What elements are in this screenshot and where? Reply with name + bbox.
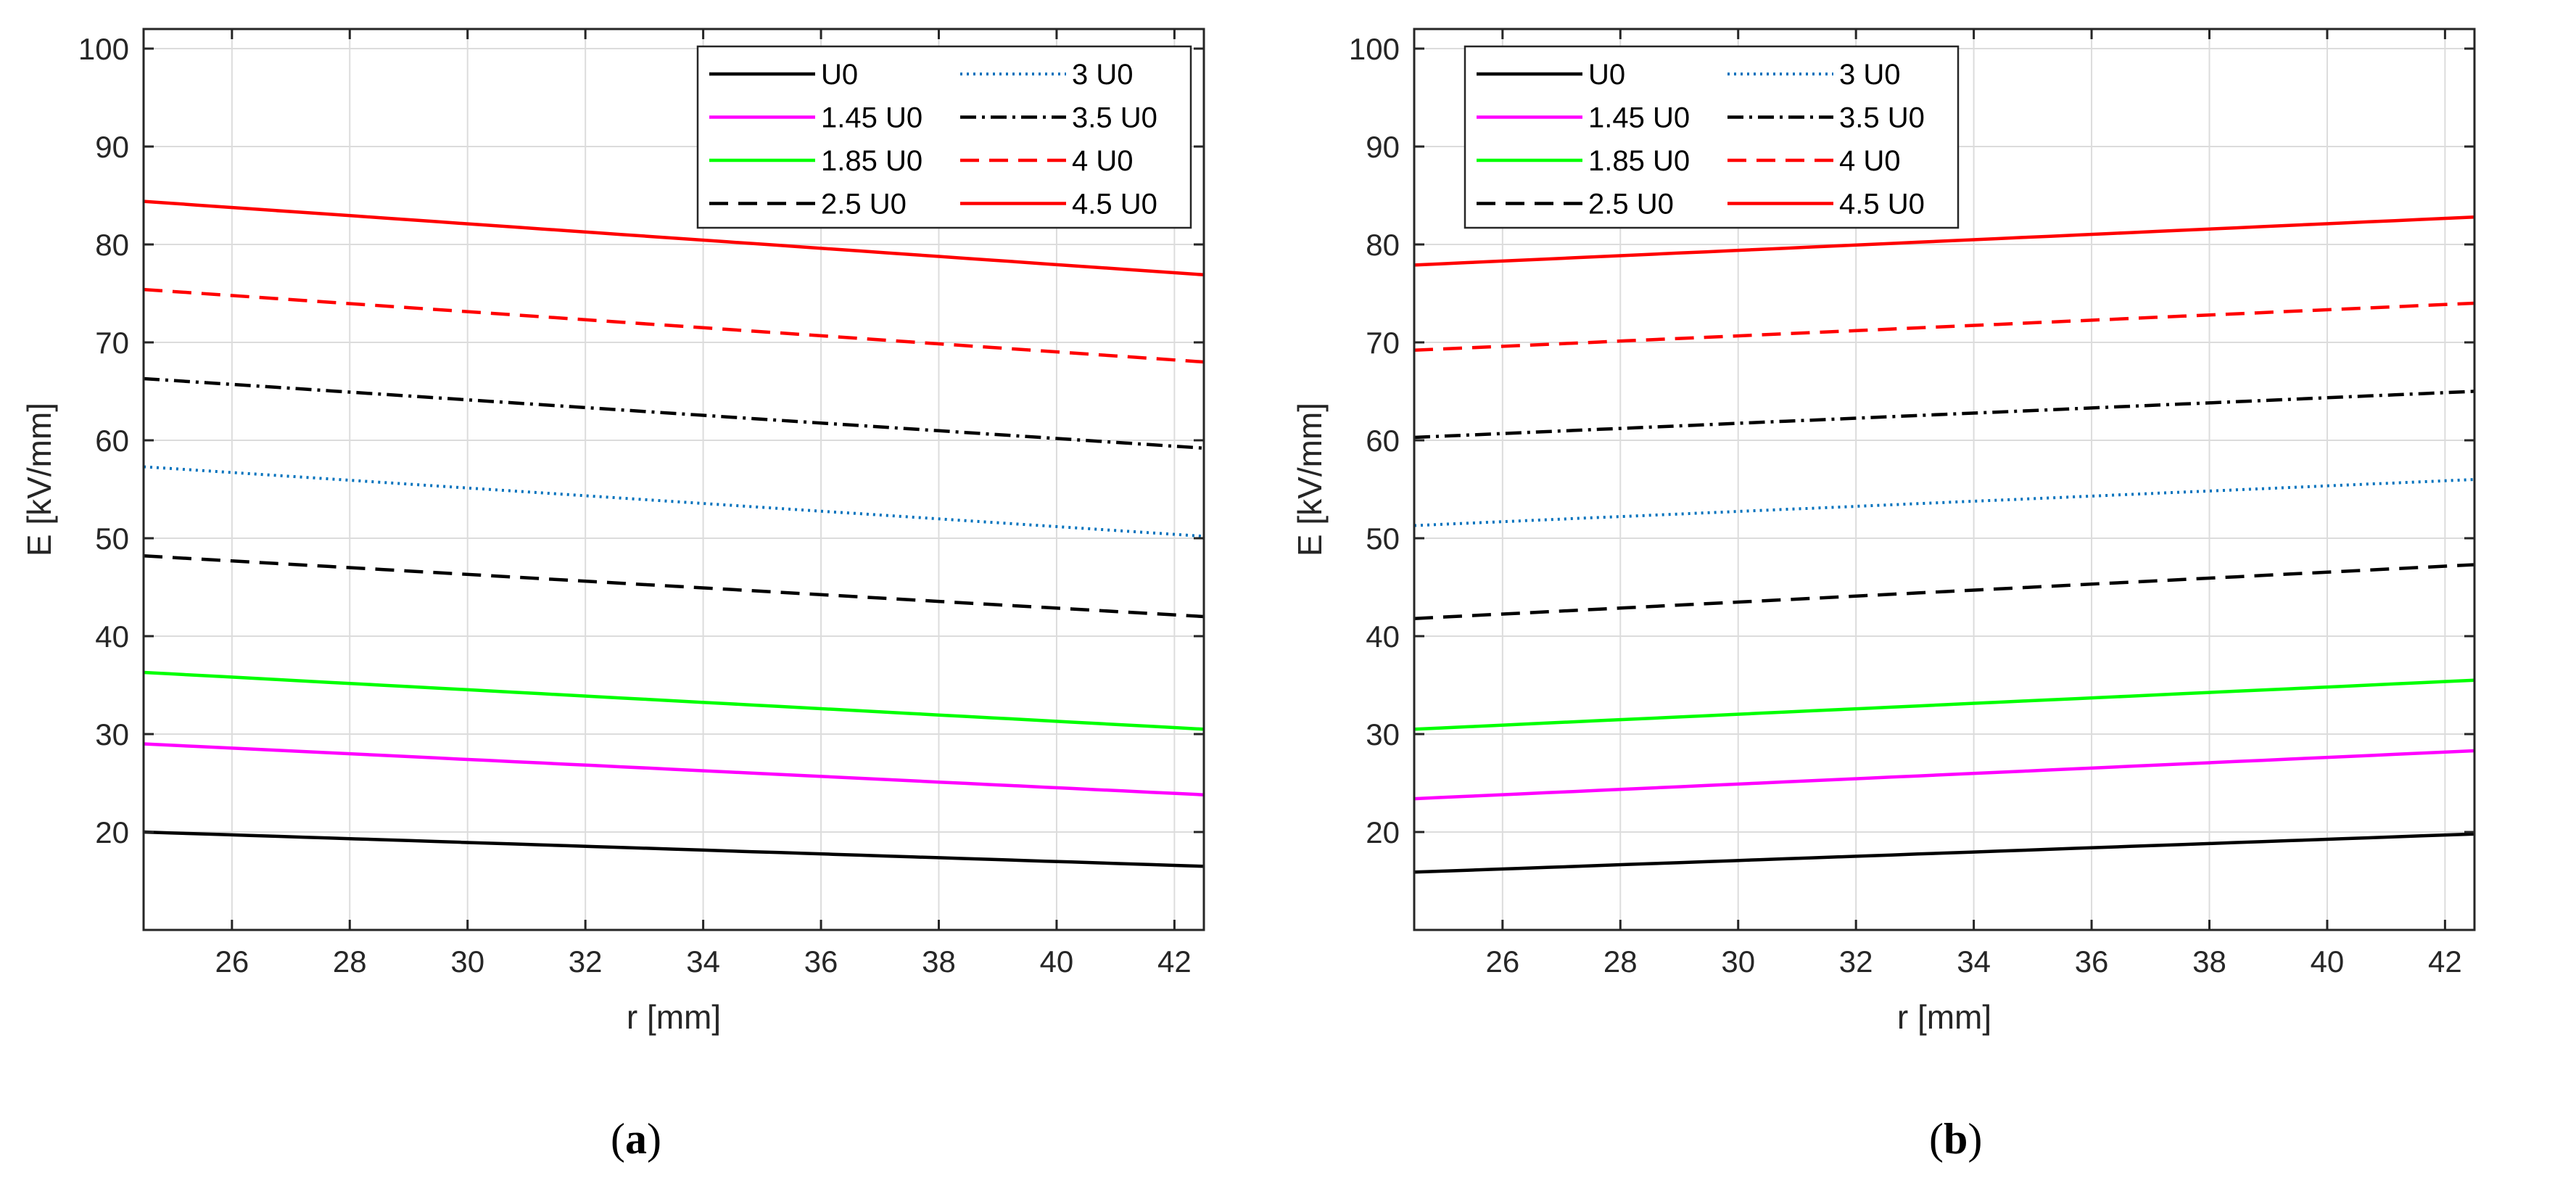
- x-tick-label: 34: [686, 944, 720, 979]
- series-line-2_5-U0: [1413, 563, 2475, 620]
- legend-entry-label: 2.5 U0: [821, 189, 907, 221]
- y-tick-label: 50: [95, 522, 129, 556]
- series-line-1_45-U0: [1413, 749, 2475, 801]
- legend-box: [696, 45, 1192, 229]
- y-tick-label: 80: [95, 228, 129, 262]
- legend-entry-label: U0: [1588, 59, 1625, 91]
- caption-letter: a: [625, 1115, 647, 1163]
- legend-entry-label: 4 U0: [1072, 145, 1134, 177]
- y-tick-label: 30: [1366, 717, 1400, 751]
- legend: U0 1.45 U0 1.85 U0 2.5 U0 3 U0 3.5 U0 4 U0 4.5 …: [696, 45, 1192, 229]
- x-tick-label: 28: [333, 944, 367, 979]
- axes-box: [1413, 28, 2476, 931]
- legend-entry-label: 3 U0: [1839, 59, 1901, 91]
- legend-entry-label: 1.85 U0: [1588, 145, 1690, 177]
- legend-entry-label: 1.85 U0: [821, 145, 922, 177]
- x-tick-label: 38: [922, 944, 956, 979]
- x-tick-label: 30: [450, 944, 484, 979]
- series-line-1_85-U0: [1413, 678, 2475, 731]
- legend-entry-label: 4 U0: [1839, 145, 1901, 177]
- x-tick-label: 28: [1603, 944, 1638, 979]
- axes-box: [142, 28, 1205, 931]
- legend-entry-label: 2.5 U0: [1588, 189, 1674, 221]
- x-tick-label: 40: [2311, 944, 2345, 979]
- y-tick-label: 80: [1366, 228, 1400, 262]
- series-line-3-U0: [1413, 478, 2475, 527]
- series-line-3_5-U0: [143, 376, 1205, 450]
- series-line-4_5-U0: [143, 199, 1205, 277]
- y-tick-label: 70: [1366, 326, 1400, 360]
- y-tick-label: 30: [95, 717, 129, 751]
- legend-entry-label: 1.45 U0: [821, 102, 922, 134]
- y-tick-label: 40: [1366, 619, 1400, 654]
- series-line-4-U0: [143, 287, 1205, 364]
- caption-letter: b: [1944, 1115, 1968, 1163]
- legend: U0 1.45 U0 1.85 U0 2.5 U0 3 U0 3.5 U0 4 U0 4.5 …: [1464, 45, 1960, 229]
- series-line-U0: [143, 830, 1205, 868]
- x-tick-label: 40: [1040, 944, 1074, 979]
- series-line-3_5-U0: [1413, 390, 2475, 440]
- y-tick-label: 40: [95, 619, 129, 654]
- legend-entry-label: U0: [821, 59, 858, 91]
- caption-close-paren: ): [1968, 1115, 1982, 1163]
- series-line-2_5-U0: [143, 554, 1205, 619]
- y-tick-label: 50: [1366, 522, 1400, 556]
- chart-panel-b: 26 28 30 32 34 36 38 40 42 20 30 40 50 60 70 80 90 100 r […: [1291, 28, 2476, 1163]
- series-line-1_45-U0: [143, 742, 1205, 796]
- series-line-U0: [1413, 832, 2475, 874]
- series-line-1_85-U0: [143, 670, 1205, 731]
- legend-entry-label: 3.5 U0: [1839, 102, 1925, 134]
- x-tick-label: 26: [215, 944, 249, 979]
- series-line-4_5-U0: [1413, 215, 2475, 267]
- legend-entry-label: 1.45 U0: [1588, 102, 1690, 134]
- x-tick-label: 38: [2192, 944, 2226, 979]
- series-line-4-U0: [1413, 301, 2475, 353]
- y-tick-label: 20: [95, 815, 129, 849]
- legend-entry-label: 3.5 U0: [1072, 102, 1157, 134]
- legend-entry-label: 4.5 U0: [1839, 189, 1925, 221]
- panel-caption: (a): [611, 1115, 661, 1163]
- series-line-3-U0: [143, 465, 1205, 538]
- x-tick-label: 34: [1957, 944, 1991, 979]
- y-tick-label: 90: [95, 130, 129, 164]
- x-tick-label: 32: [1839, 944, 1873, 979]
- x-tick-label: 42: [2428, 944, 2462, 979]
- x-axis-label: r [mm]: [627, 998, 721, 1036]
- y-tick-label: 90: [1366, 130, 1400, 164]
- legend-entry-label: 4.5 U0: [1072, 189, 1157, 221]
- chart-panel-a: 26 28 30 32 34 36 38 40 42 20 30 40 50 60 70 80 90 100 r […: [20, 28, 1205, 1163]
- y-tick-label: 60: [95, 424, 129, 458]
- y-tick-label: 100: [1349, 32, 1400, 66]
- caption-close-paren: ): [647, 1115, 661, 1163]
- y-axis-label: E [kV/mm]: [20, 403, 58, 556]
- x-tick-label: 32: [569, 944, 603, 979]
- y-tick-label: 70: [95, 326, 129, 360]
- panel-caption: (b): [1929, 1115, 1982, 1163]
- caption-open-paren: (: [611, 1115, 625, 1163]
- legend-box: [1464, 45, 1960, 229]
- y-tick-label: 60: [1366, 424, 1400, 458]
- x-tick-label: 30: [1721, 944, 1755, 979]
- y-axis-label: E [kV/mm]: [1291, 403, 1329, 556]
- x-tick-label: 36: [804, 944, 838, 979]
- y-tick-label: 100: [78, 32, 129, 66]
- caption-open-paren: (: [1929, 1115, 1944, 1163]
- y-tick-label: 20: [1366, 815, 1400, 849]
- x-tick-label: 26: [1485, 944, 1519, 979]
- x-tick-label: 42: [1157, 944, 1192, 979]
- x-axis-label: r [mm]: [1897, 998, 1991, 1036]
- legend-entry-label: 3 U0: [1072, 59, 1134, 91]
- x-tick-label: 36: [2075, 944, 2109, 979]
